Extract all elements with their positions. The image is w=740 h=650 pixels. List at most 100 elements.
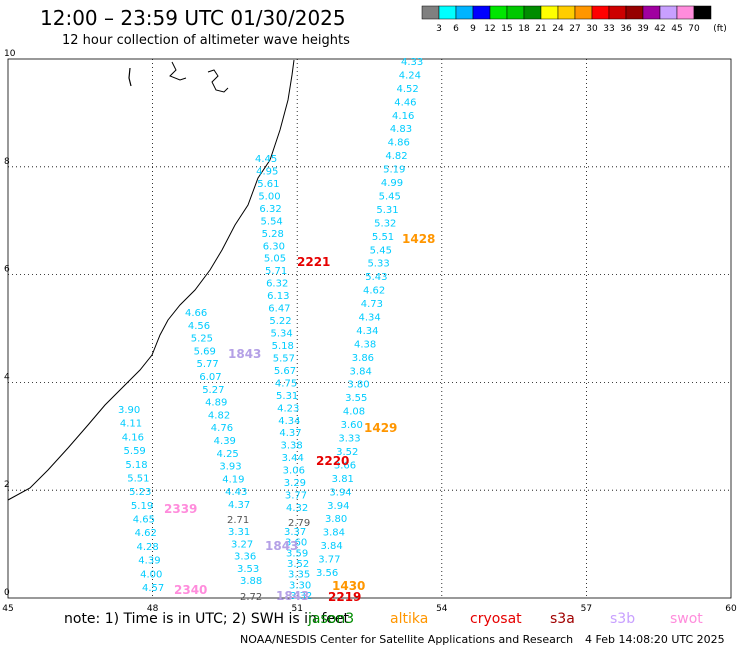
wave-height-value: 3.29 [284, 478, 306, 489]
timestamp: 4 Feb 14:08:20 UTC 2025 [585, 633, 725, 646]
wave-height-value: 4.38 [354, 339, 376, 350]
wave-height-value: 5.28 [262, 229, 284, 240]
wave-height-value: 3.52 [287, 559, 309, 570]
pass-time-label: 1429 [364, 421, 397, 435]
y-tick-label: 8 [4, 157, 10, 167]
wave-height-value: 3.35 [288, 570, 310, 581]
wave-height-value: 5.51 [127, 473, 149, 484]
satellite-name: cryosat [470, 611, 522, 627]
wave-height-value: 4.34 [359, 313, 381, 324]
y-tick-label: 6 [4, 265, 10, 275]
wave-height-value: 5.45 [370, 245, 392, 256]
wave-height-value: 3.32 [290, 591, 312, 602]
wave-height-value: 4.56 [188, 321, 210, 332]
wave-height-value: 2.79 [288, 518, 310, 529]
satellite-name: swot [670, 611, 703, 627]
wave-height-value: 6.07 [199, 372, 221, 383]
wave-height-value: 4.28 [136, 542, 158, 553]
pass-time-label: 1843 [276, 589, 309, 603]
wave-height-value: 3.37 [284, 527, 306, 538]
wave-height-value: 3.93 [219, 462, 241, 473]
wave-height-value: 3.84 [320, 541, 342, 552]
wave-height-value: 3.30 [289, 580, 311, 591]
wave-height-value: 3.66 [334, 460, 356, 471]
map-frame [7, 58, 732, 599]
wave-height-value: 4.82 [385, 151, 407, 162]
wave-height-value: 3.06 [283, 466, 305, 477]
wave-height-value: 4.39 [138, 556, 160, 567]
color-scale: 3 6 9 12 15 18 21 24 27 30 33 36 39 42 45 70 (ft) [421, 5, 727, 34]
wave-height-value: 6.32 [259, 204, 281, 215]
wave-height-value: 5.31 [276, 391, 298, 402]
wave-height-value: 4.34 [278, 416, 300, 427]
wave-height-value: 4.86 [388, 138, 410, 149]
scale-label: 33 [603, 24, 614, 34]
wave-height-value: 4.23 [277, 403, 299, 414]
wave-height-value: 4.83 [390, 124, 412, 135]
wave-height-value: 5.18 [272, 341, 294, 352]
wave-height-value: 5.33 [367, 259, 389, 270]
wave-height-value: 4.82 [208, 410, 230, 421]
wave-height-value: 3.59 [286, 548, 308, 559]
wave-height-value: 5.23 [129, 487, 151, 498]
wave-height-value: 3.55 [345, 393, 367, 404]
pass-time-label: 1430 [332, 579, 365, 593]
wave-height-value: 3.88 [240, 576, 262, 587]
wave-height-value: 5.00 [258, 191, 280, 202]
wave-height-value: 3.81 [332, 474, 354, 485]
wave-height-value: 4.52 [397, 84, 419, 95]
scale-label: 9 [470, 24, 476, 34]
pass-time-label: 2219 [328, 590, 361, 604]
pass-time-label: 1843 [228, 347, 261, 361]
wave-height-value: 3.60 [285, 538, 307, 549]
map-title: 12:00 – 23:59 UTC 01/30/2025 [40, 6, 346, 30]
credit-text: NOAA/NESDIS Center for Satellite Applica… [240, 633, 574, 646]
wave-height-value: 3.94 [329, 487, 351, 498]
wave-height-value: 5.05 [264, 254, 286, 265]
wave-height-value: 5.61 [257, 179, 279, 190]
wave-height-value: 4.08 [343, 407, 365, 418]
wave-height-value: 4.45 [255, 154, 277, 165]
scale-label: 21 [535, 24, 546, 34]
wave-height-value: 5.32 [374, 218, 396, 229]
wave-height-value: 3.94 [327, 501, 349, 512]
wave-height-value: 4.16 [392, 111, 414, 122]
wave-height-value: 4.73 [361, 299, 383, 310]
wave-height-value: 5.57 [273, 353, 295, 364]
wave-height-value: 3.60 [341, 420, 363, 431]
wave-height-value: 3.31 [228, 527, 250, 538]
wave-height-value: 3.33 [338, 434, 360, 445]
scale-label: 27 [569, 24, 580, 34]
legend-notes: note: 1) Time is in UTC; 2) SWH is in fe… [64, 611, 703, 627]
wave-height-value: 3.52 [336, 447, 358, 458]
wave-height-value: 5.18 [125, 460, 147, 471]
island-outline [169, 61, 187, 81]
wave-height-value: 4.16 [122, 432, 144, 443]
wave-height-value: 2.72 [240, 592, 262, 603]
wave-height-value: 5.59 [124, 446, 146, 457]
wave-height-value: 4.37 [228, 500, 250, 511]
wave-height-value: 4.39 [214, 436, 236, 447]
pass-time-label: 1428 [402, 232, 435, 246]
wave-height-value: 4.65 [133, 515, 155, 526]
map-subtitle: 12 hour collection of altimeter wave hei… [62, 33, 350, 48]
wave-height-value: 6.32 [266, 279, 288, 290]
x-tick-label: 54 [436, 604, 448, 614]
scale-label: 24 [552, 24, 564, 34]
scale-label: 70 [688, 24, 700, 34]
wave-height-value: 4.34 [356, 326, 378, 337]
wave-height-value: 5.67 [274, 366, 296, 377]
scale-label: 30 [586, 24, 598, 34]
wave-height-value: 5.51 [372, 232, 394, 243]
wave-height-value: 4.76 [211, 423, 233, 434]
pass-time-label: 2340 [174, 583, 207, 597]
wave-height-value: 3.77 [318, 555, 340, 566]
wave-height-value: 3.56 [316, 568, 338, 579]
scale-swatch [693, 5, 712, 20]
coastline [7, 59, 295, 501]
wave-height-value: 4.25 [217, 449, 239, 460]
wave-height-value: 3.77 [285, 491, 307, 502]
x-tick-label: 60 [725, 604, 737, 614]
wave-height-value: 6.13 [267, 291, 289, 302]
wave-height-value: 4.00 [140, 569, 162, 580]
